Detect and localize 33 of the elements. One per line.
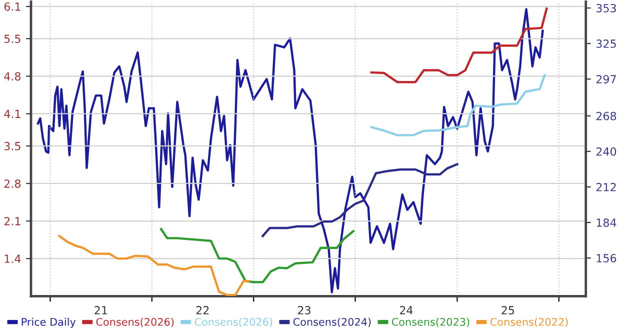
x-tick-label: 24 [400,306,413,314]
y2-tick-label: 297 [596,75,616,84]
y-tick-label: 1.4 [4,254,21,263]
y2-tick-label: 268 [596,112,616,120]
y-tick-label: 6.1 [4,2,20,11]
line-series [370,74,546,136]
y-tick-label: 4.8 [4,72,21,81]
y2-tick-label: 353 [596,4,616,12]
y2-tick-label: 240 [596,147,616,156]
legend-label: Price Daily [22,318,76,328]
legend-label: Consens(2026) [194,318,272,328]
line-series [58,234,250,296]
x-tick-label: 23 [298,306,310,314]
legend-label: Consens(2026) [96,318,174,328]
y2-tick-label: 212 [596,182,616,192]
legend-label: Consens(2024) [293,318,371,328]
line-series [370,8,548,84]
y-tick-label: 2.1 [4,216,20,226]
legend-label: Consens(2022) [490,318,568,328]
line-series [160,228,354,284]
y2-tick-label: 156 [596,254,616,262]
y-tick-label: 5.5 [4,34,20,44]
x-tick-label: 21 [94,306,107,314]
y-tick-label: 2.8 [4,179,21,188]
line-series [36,8,544,294]
x-tick-label: 25 [502,306,514,314]
y2-tick-label: 325 [596,40,616,48]
y-tick-label: 4.1 [4,110,20,118]
y2-tick-label: 184 [596,218,616,227]
line-series [262,163,458,238]
legend-label: Consens(2023) [392,318,470,328]
y-tick-label: 3.5 [4,142,20,150]
x-tick-label: 22 [196,306,209,314]
